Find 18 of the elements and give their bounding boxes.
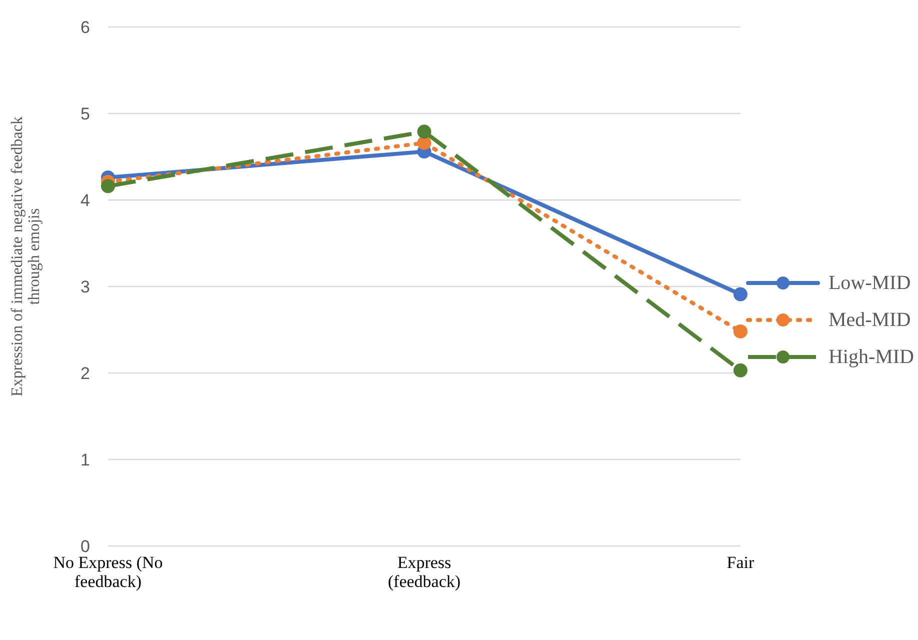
y-axis-title: Expression of immediate negative feedback through emojis [9,116,43,396]
legend-label: Low-MID [828,272,911,294]
y-tick-label: 2 [80,364,90,384]
point [417,136,432,150]
point [733,363,748,378]
y-tick-label: 1 [80,450,90,470]
legend-label: Med-MID [828,308,911,332]
point [733,287,748,302]
point [733,324,748,338]
y-tick-label: 5 [80,104,90,124]
x-tick-label: Fair [726,553,754,572]
y-tick-label: 4 [80,191,90,210]
x-tick-label: Express (feedback) [388,553,461,591]
legend-label: High-MID [828,346,914,368]
y-tick-label: 6 [80,18,90,38]
y-tick-label: 3 [80,278,90,297]
point [101,179,115,194]
point [417,124,432,139]
